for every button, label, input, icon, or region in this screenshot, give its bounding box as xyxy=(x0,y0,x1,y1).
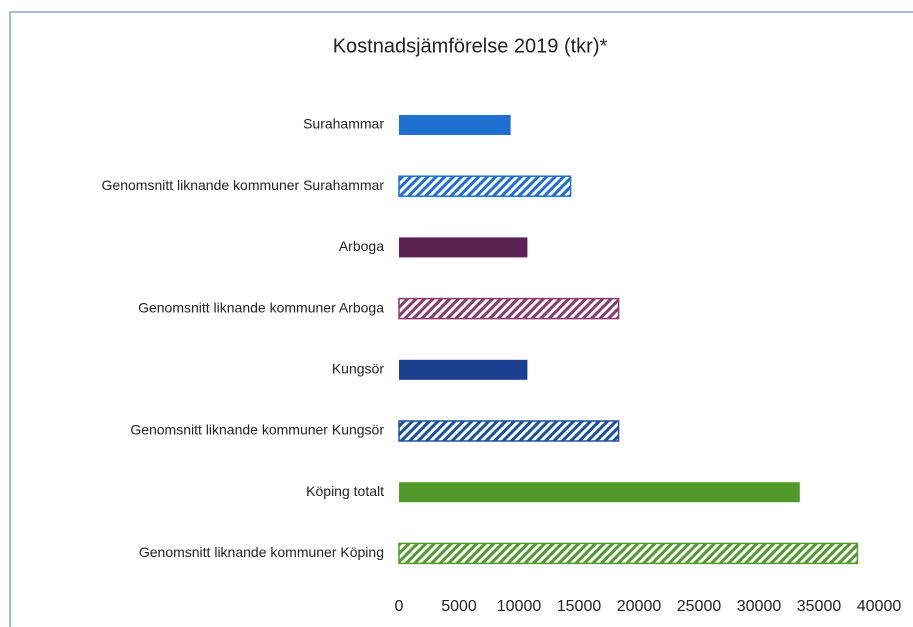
x-tick-label: 25000 xyxy=(677,598,722,615)
bar xyxy=(398,297,620,320)
x-tick-label: 5000 xyxy=(441,598,477,615)
y-tick-label: Kungsör xyxy=(332,361,384,377)
x-tick-label: 10000 xyxy=(497,598,542,615)
x-tick-label: 35000 xyxy=(797,598,842,615)
frame xyxy=(9,11,913,627)
x-tick-label: 20000 xyxy=(617,598,662,615)
x-tick-label: 0 xyxy=(395,598,404,615)
y-tick-label: Arboga xyxy=(339,238,384,254)
y-tick-label: Köping totalt xyxy=(306,483,384,499)
y-tick-label: Genomsnitt liknande kommuner Kungsör xyxy=(130,422,384,438)
bar xyxy=(398,420,620,442)
x-tick-label: 40000 xyxy=(857,598,902,615)
bar xyxy=(399,482,800,503)
chart-title: Kostnadsjämförelse 2019 (tkr)* xyxy=(333,35,608,57)
bar xyxy=(399,115,511,135)
y-tick-label: Surahammar xyxy=(303,116,384,132)
x-tick-label: 15000 xyxy=(557,598,602,615)
bar xyxy=(398,175,572,197)
bar xyxy=(398,542,859,565)
bar xyxy=(399,359,528,380)
bar xyxy=(399,237,528,258)
y-tick-label: Genomsnitt liknande kommuner Arboga xyxy=(138,299,384,315)
y-tick-label: Genomsnitt liknande kommuner Köping xyxy=(139,544,384,560)
y-tick-label: Genomsnitt liknande kommuner Surahammar xyxy=(102,177,385,193)
x-tick-label: 30000 xyxy=(737,598,782,615)
